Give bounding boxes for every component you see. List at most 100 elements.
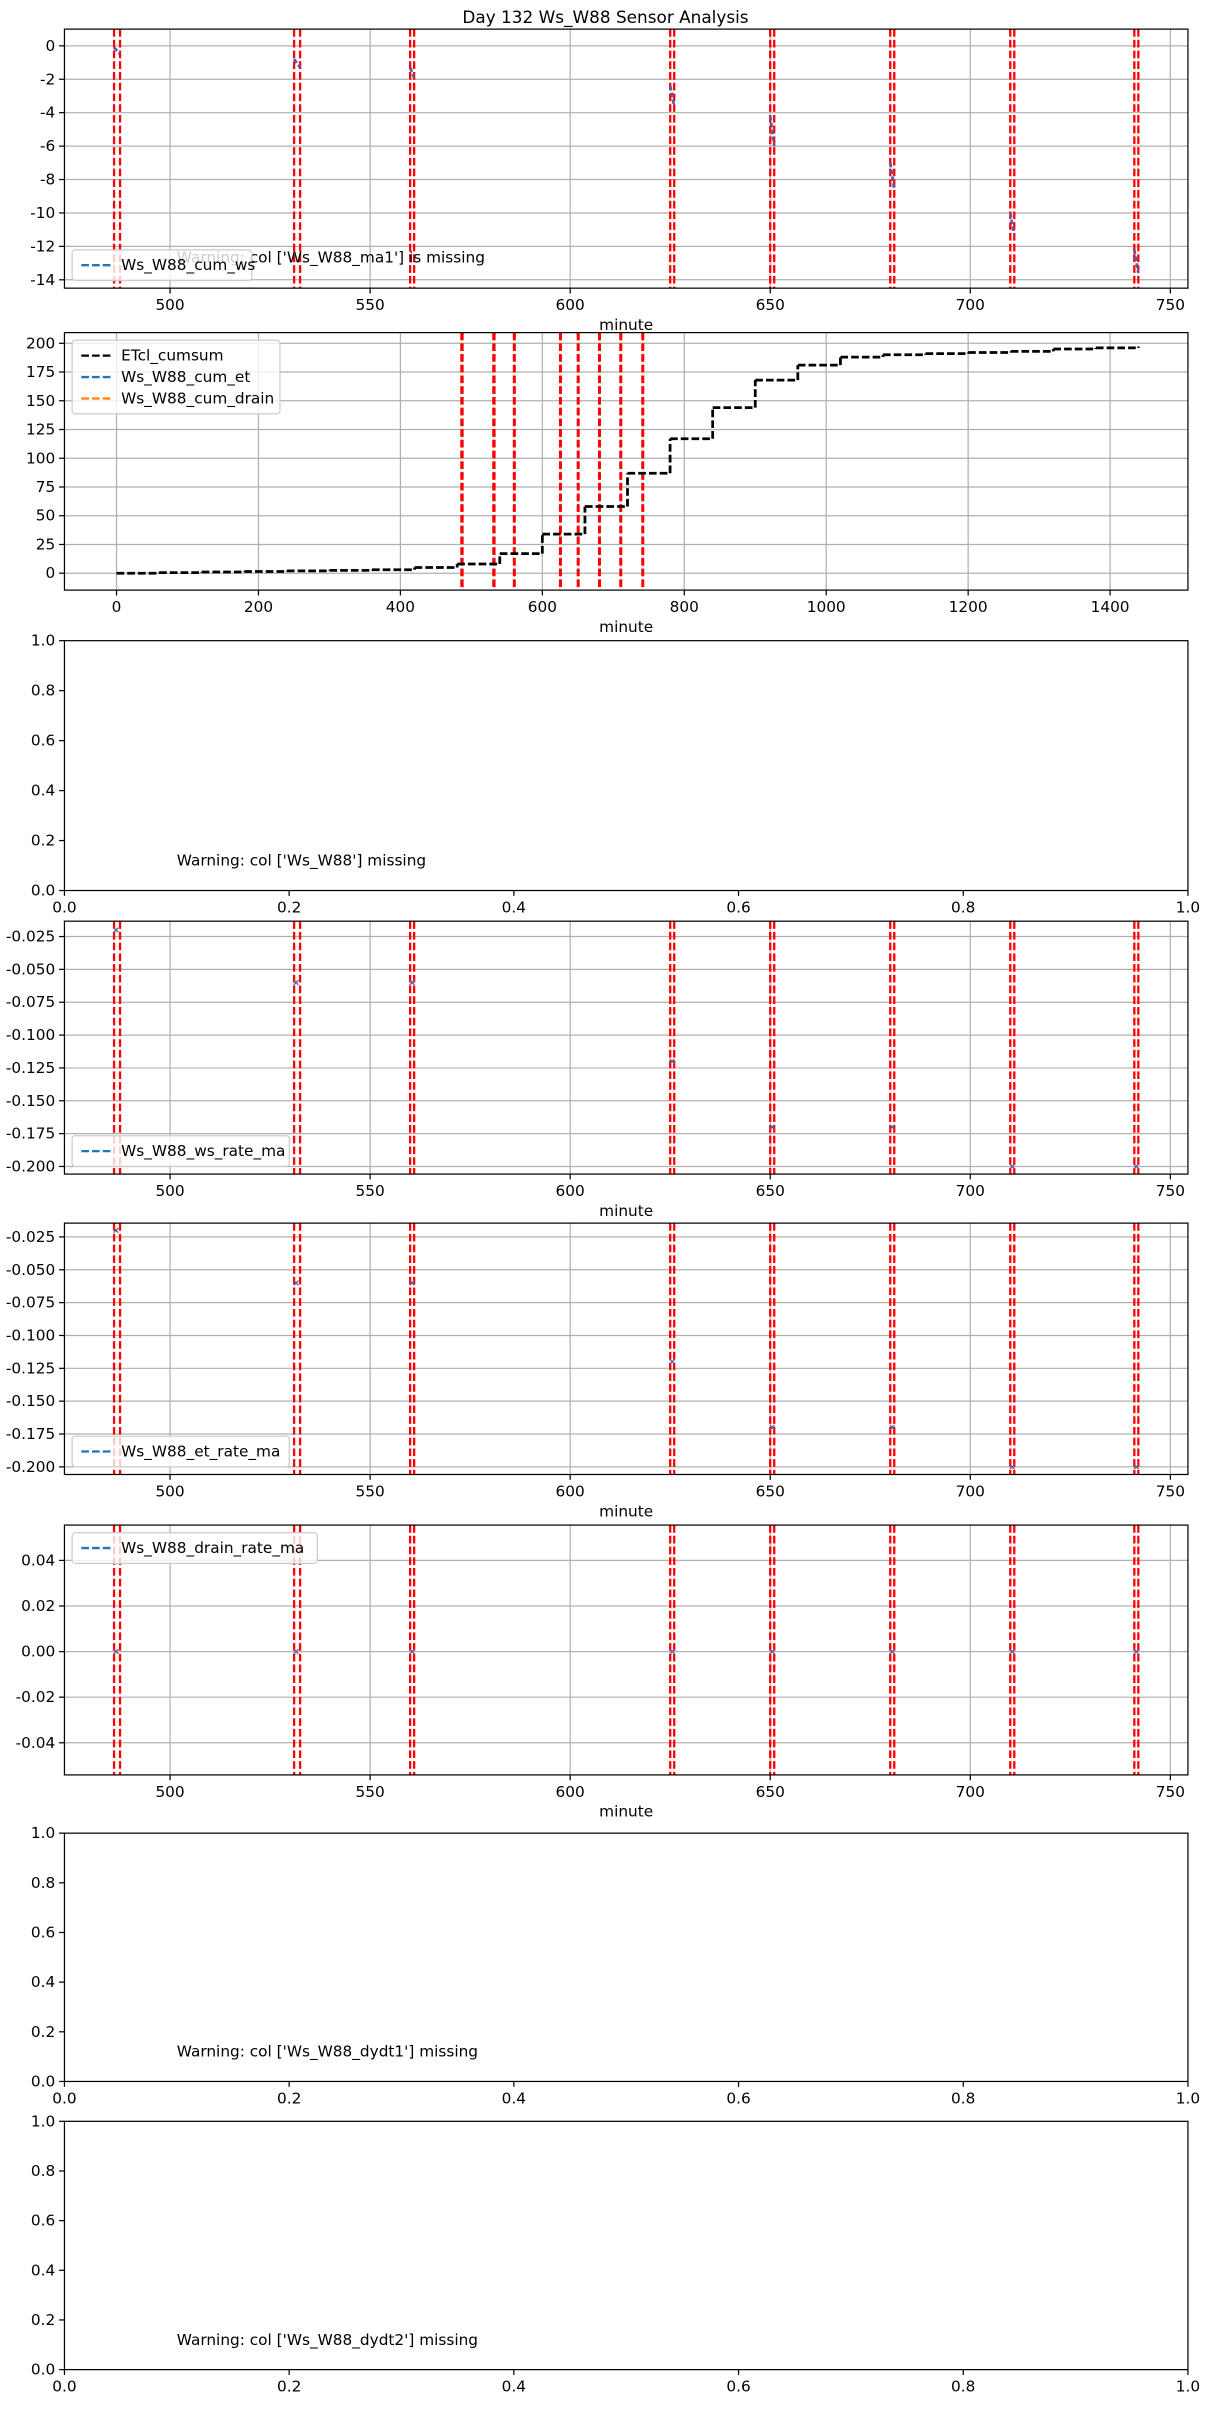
y-tick-label: -0.175 bbox=[6, 1125, 55, 1143]
annotation: Warning: col ['Ws_W88_ma1'] is missing bbox=[177, 248, 485, 267]
x-tick-label: 0.0 bbox=[52, 2377, 76, 2395]
legend-label: Ws_W88_et_rate_ma bbox=[121, 1443, 280, 1462]
y-tick-label: -0.075 bbox=[6, 1294, 55, 1312]
plot-area bbox=[112, 29, 1140, 289]
x-axis-label: minute bbox=[599, 1803, 653, 1821]
x-tick-label: 0.0 bbox=[52, 898, 76, 916]
data-point bbox=[769, 1424, 776, 1431]
axes-frame bbox=[63, 640, 1189, 892]
y-tick-label: -0.100 bbox=[6, 1026, 55, 1044]
data-point bbox=[669, 1358, 675, 1365]
y-tick-label: 75 bbox=[36, 478, 56, 496]
x-tick-label: 700 bbox=[956, 1783, 985, 1801]
y-tick-label: 0.4 bbox=[31, 1973, 55, 1991]
y-tick-label: 0.00 bbox=[21, 1643, 55, 1661]
y-tick-label: 0.2 bbox=[31, 2023, 55, 2041]
y-tick-label: 0.4 bbox=[31, 782, 55, 800]
y-tick-label: -6 bbox=[40, 137, 55, 155]
y-tick-label: 100 bbox=[26, 449, 55, 467]
legend-label: ETcl_cumsum bbox=[121, 347, 223, 366]
y-tick-label: 150 bbox=[26, 392, 55, 410]
x-tick-label: 750 bbox=[1156, 1783, 1185, 1801]
axes-frame bbox=[63, 1832, 1189, 2083]
axes-frame bbox=[63, 920, 1189, 1175]
x-tick-label: 700 bbox=[956, 296, 985, 314]
legend: Ws_W88_ws_rate_ma bbox=[71, 1135, 290, 1168]
legend-box bbox=[71, 339, 281, 415]
plot-area bbox=[112, 1525, 1140, 1775]
y-tick-label: -0.04 bbox=[16, 1734, 56, 1752]
x-tick-label: 600 bbox=[556, 1783, 585, 1801]
y-tick-label: -0.125 bbox=[6, 1059, 55, 1077]
y-tick-label: -0.125 bbox=[6, 1359, 55, 1377]
y-tick-label: -8 bbox=[40, 171, 55, 189]
y-tick-label: 0.4 bbox=[31, 2261, 55, 2279]
data-point bbox=[1133, 1163, 1140, 1170]
y-tick-label: 0.6 bbox=[31, 2212, 55, 2230]
x-tick-label: 600 bbox=[556, 1182, 585, 1200]
x-tick-label: 500 bbox=[155, 1182, 184, 1200]
y-tick-label: -0.200 bbox=[6, 1458, 55, 1476]
x-tick-label: 1.0 bbox=[1176, 898, 1200, 916]
data-point bbox=[409, 1648, 415, 1655]
y-tick-label: -0.025 bbox=[6, 928, 55, 946]
y-tick-label: -0.050 bbox=[6, 1261, 55, 1279]
y-tick-label: -0.025 bbox=[6, 1228, 55, 1246]
annotation: Warning: col ['Ws_W88_dydt1'] missing bbox=[177, 2043, 478, 2062]
x-tick-label: 0.4 bbox=[502, 898, 526, 916]
x-tick-label: 0.8 bbox=[951, 898, 975, 916]
y-tick-label: -12 bbox=[30, 237, 55, 255]
y-tick-label: -0.02 bbox=[16, 1688, 56, 1706]
data-point bbox=[1009, 1648, 1016, 1655]
data-point bbox=[409, 1280, 415, 1286]
plot-area bbox=[112, 1223, 1140, 1475]
y-tick-label: -10 bbox=[30, 204, 55, 222]
x-tick-label: 750 bbox=[1156, 1482, 1185, 1500]
axes-frame bbox=[63, 331, 1189, 591]
legend-box bbox=[71, 1135, 290, 1168]
data-point bbox=[769, 1648, 776, 1655]
legend: ETcl_cumsum Ws_W88_cum_et Ws_W88_cum_drain bbox=[71, 339, 281, 415]
y-tick-label: -0.050 bbox=[6, 960, 55, 978]
x-tick-label: 0.2 bbox=[277, 898, 301, 916]
data-point bbox=[293, 1648, 299, 1655]
y-tick-label: 1.0 bbox=[31, 632, 55, 650]
axes-frame bbox=[63, 28, 1189, 289]
x-axis-label: minute bbox=[599, 1202, 653, 1220]
y-tick-label: 0.02 bbox=[21, 1597, 55, 1615]
data-point bbox=[1009, 1464, 1016, 1470]
x-tick-label: 650 bbox=[756, 296, 785, 314]
legend: Ws_W88_et_rate_ma bbox=[71, 1435, 290, 1468]
data-point bbox=[293, 1280, 299, 1286]
y-tick-label: 0.2 bbox=[31, 832, 55, 850]
x-tick-label: 800 bbox=[670, 598, 699, 616]
x-tick-label: 0.6 bbox=[726, 2089, 750, 2107]
legend-box bbox=[71, 249, 253, 282]
annotation: Warning: col ['Ws_W88_dydt2'] missing bbox=[177, 2331, 478, 2350]
y-tick-label: 0.0 bbox=[31, 882, 55, 900]
x-tick-label: 550 bbox=[356, 1482, 385, 1500]
plot-area bbox=[112, 921, 1140, 1175]
x-tick-label: 1200 bbox=[949, 598, 988, 616]
x-tick-label: 0.4 bbox=[502, 2089, 526, 2107]
x-tick-label: 0.2 bbox=[277, 2089, 301, 2107]
data-point bbox=[889, 1648, 896, 1655]
legend-box bbox=[71, 1532, 318, 1565]
data-point bbox=[889, 1424, 896, 1431]
legend-label: Ws_W88_cum_drain bbox=[121, 390, 274, 409]
data-point bbox=[1133, 1648, 1140, 1655]
x-tick-label: 0.8 bbox=[951, 2089, 975, 2107]
data-point bbox=[113, 927, 119, 933]
x-tick-label: 1.0 bbox=[1176, 2377, 1200, 2395]
x-tick-label: 600 bbox=[556, 1482, 585, 1500]
y-tick-label: -14 bbox=[30, 271, 55, 289]
x-tick-label: 650 bbox=[756, 1482, 785, 1500]
y-tick-label: 1.0 bbox=[31, 2112, 55, 2130]
x-tick-label: 0.6 bbox=[726, 898, 750, 916]
data-point bbox=[769, 1124, 776, 1130]
x-tick-label: 550 bbox=[356, 296, 385, 314]
y-tick-label: 50 bbox=[36, 507, 56, 525]
data-point bbox=[669, 1058, 675, 1065]
data-point bbox=[1133, 1464, 1140, 1470]
